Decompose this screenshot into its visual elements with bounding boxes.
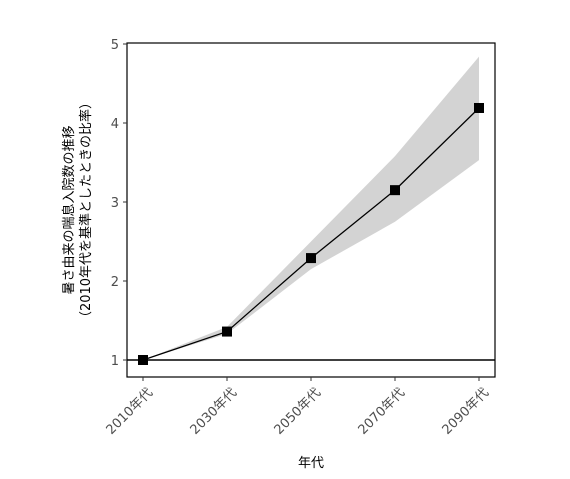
y-tick-label-4: 4 bbox=[111, 117, 119, 132]
confidence-band bbox=[143, 56, 479, 360]
band-area bbox=[143, 56, 479, 360]
y-tick-label-2: 2 bbox=[111, 275, 119, 290]
x-axis-title: 年代 bbox=[298, 456, 324, 471]
y-tick-label-5: 5 bbox=[111, 38, 119, 53]
data-point-2010年代 bbox=[138, 355, 148, 365]
y-tick-label-3: 3 bbox=[111, 196, 119, 211]
y-tick-label-1: 1 bbox=[111, 354, 119, 369]
data-point-2070年代 bbox=[390, 185, 400, 196]
y-axis-title-line-2: （2010年代を基準としたときの比率） bbox=[78, 96, 94, 324]
y-axis-title: 暑さ由来の喘息入院数の推移 （2010年代を基準としたときの比率） bbox=[61, 96, 94, 324]
data-point-2030年代 bbox=[222, 326, 232, 337]
y-axis: 1 2 3 4 5 bbox=[111, 38, 127, 369]
series-layer bbox=[138, 102, 484, 365]
y-axis-title-line-1: 暑さ由来の喘息入院数の推移 bbox=[61, 125, 77, 294]
data-point-2090年代 bbox=[474, 102, 484, 113]
data-point-2050年代 bbox=[306, 253, 316, 264]
